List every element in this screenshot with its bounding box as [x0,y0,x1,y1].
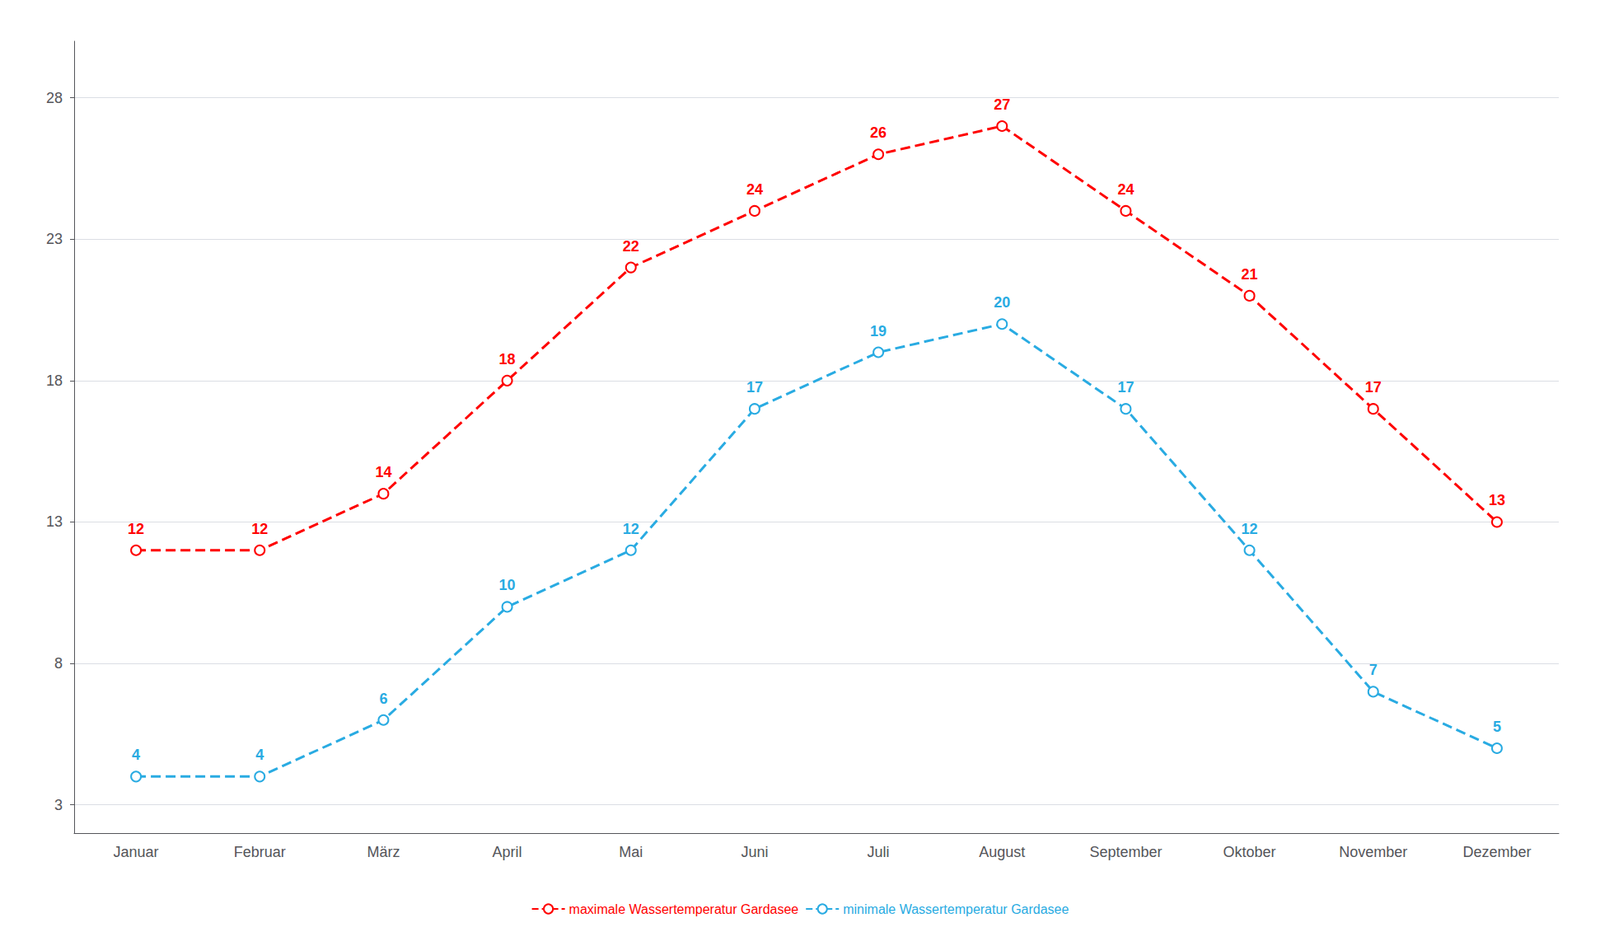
svg-text:Oktober: Oktober [1223,843,1277,861]
svg-text:17: 17 [1365,378,1382,396]
svg-text:24: 24 [1117,181,1134,198]
svg-text:27: 27 [993,96,1011,113]
svg-text:17: 17 [746,378,763,396]
svg-text:12: 12 [251,520,268,538]
svg-text:7: 7 [1369,661,1378,679]
svg-text:23: 23 [46,230,63,248]
svg-text:Mai: Mai [618,843,643,861]
svg-text:17: 17 [1117,378,1134,396]
svg-text:Februar: Februar [233,843,286,861]
svg-text:Juli: Juli [867,843,890,861]
svg-text:21: 21 [1241,266,1259,283]
svg-text:12: 12 [127,520,145,538]
svg-text:6: 6 [378,690,388,707]
svg-text:13: 13 [1488,491,1506,509]
svg-text:minimale Wassertemperatur Gard: minimale Wassertemperatur Gardasee [842,902,1069,917]
svg-text:Dezember: Dezember [1462,843,1531,861]
svg-text:14: 14 [374,463,392,481]
svg-text:Januar: Januar [113,843,160,861]
svg-text:13: 13 [46,513,63,530]
svg-text:4: 4 [255,746,264,763]
svg-text:26: 26 [870,124,887,141]
svg-text:Juni: Juni [740,843,768,861]
svg-text:5: 5 [1492,718,1502,735]
svg-text:maximale Wassertemperatur Gard: maximale Wassertemperatur Gardasee [569,902,800,917]
svg-text:April: April [492,843,523,861]
svg-text:20: 20 [993,294,1011,311]
svg-text:12: 12 [1241,520,1259,538]
svg-text:November: November [1338,843,1408,861]
svg-text:8: 8 [54,654,63,672]
svg-text:18: 18 [46,372,63,389]
svg-text:19: 19 [870,322,887,340]
svg-text:12: 12 [622,520,640,538]
svg-text:18: 18 [499,350,516,368]
svg-text:10: 10 [499,576,516,594]
svg-text:3: 3 [54,796,63,814]
svg-text:August: August [978,843,1025,861]
svg-text:28: 28 [46,89,63,107]
svg-text:22: 22 [622,238,640,255]
svg-text:4: 4 [131,746,141,763]
svg-text:März: März [366,843,400,861]
svg-text:24: 24 [746,181,763,198]
svg-text:September: September [1089,843,1162,861]
